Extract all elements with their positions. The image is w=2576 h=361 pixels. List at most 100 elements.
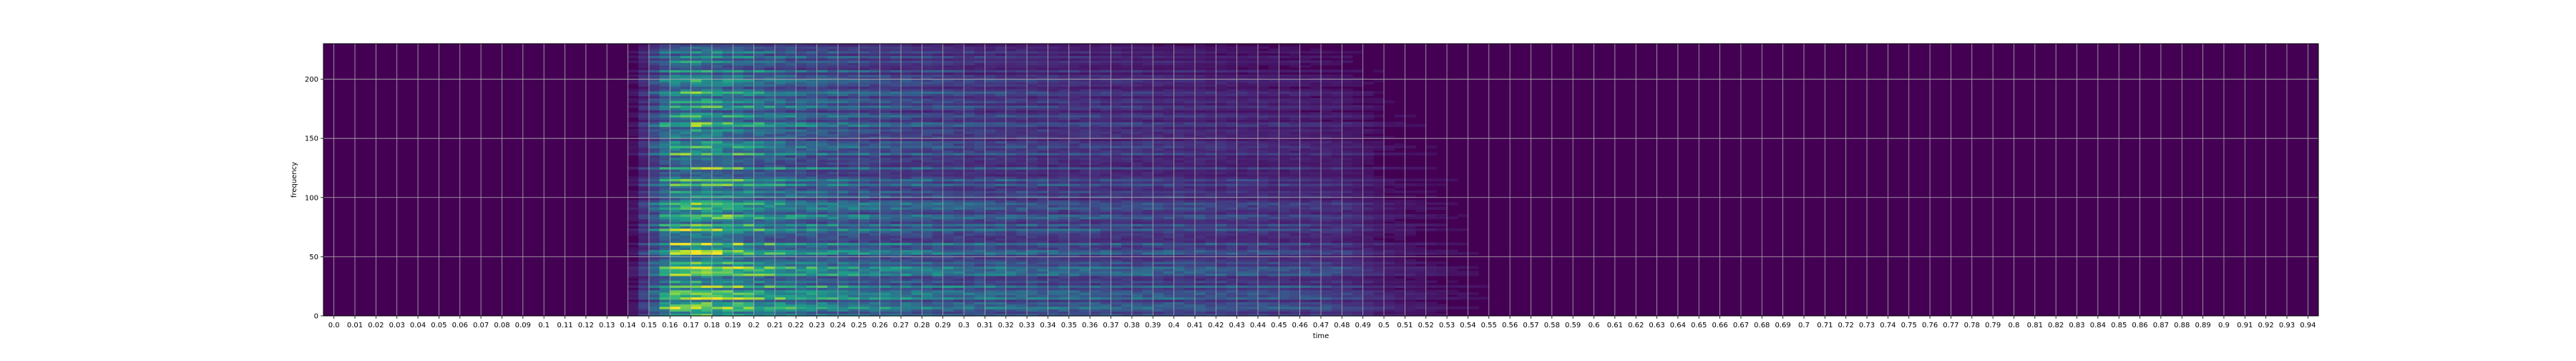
heatmap-cell: [901, 93, 912, 97]
heatmap-cell: [1037, 153, 1049, 155]
heatmap-cell: [628, 280, 639, 284]
heatmap-cell: [838, 62, 849, 66]
heatmap-cell: [879, 247, 891, 251]
heatmap-cell: [733, 117, 744, 120]
heatmap-cell: [974, 115, 986, 118]
heatmap-cell: [890, 166, 902, 170]
heatmap-cell: [711, 313, 723, 317]
heatmap-cell: [638, 202, 650, 206]
heatmap-cell: [1005, 233, 1018, 236]
heatmap-cell: [743, 140, 755, 144]
heatmap-cell: [628, 176, 639, 179]
heatmap-cell: [796, 242, 807, 246]
heatmap-cell: [838, 159, 849, 163]
heatmap-cell: [974, 81, 986, 85]
heatmap-cell: [838, 237, 849, 241]
heatmap-cell: [879, 299, 891, 302]
heatmap-cell: [995, 275, 1007, 279]
heatmap-cell: [691, 50, 702, 54]
heatmap-cell: [890, 256, 902, 260]
heatmap-cell: [816, 223, 828, 227]
heatmap-cell: [733, 53, 744, 57]
heatmap-cell: [648, 292, 660, 295]
heatmap-cell: [953, 148, 965, 151]
heatmap-cell: [1005, 311, 1018, 314]
heatmap-cell: [859, 100, 870, 104]
heatmap-cell: [1048, 287, 1059, 291]
heatmap-cell: [859, 264, 870, 267]
heatmap-cell: [1048, 306, 1059, 309]
heatmap-cell: [859, 57, 870, 61]
heatmap-cell: [879, 292, 891, 295]
heatmap-cell: [785, 247, 796, 251]
heatmap-cell: [722, 200, 733, 203]
heatmap-cell: [995, 126, 1007, 130]
heatmap-cell: [974, 209, 986, 213]
heatmap-cell: [1048, 95, 1059, 99]
heatmap-cell: [691, 180, 702, 184]
heatmap-cell: [953, 57, 965, 61]
heatmap-cell: [911, 204, 922, 208]
heatmap-cell: [764, 207, 776, 210]
heatmap-cell: [743, 81, 755, 85]
heatmap-cell: [816, 273, 828, 276]
heatmap-cell: [911, 264, 922, 267]
heatmap-cell: [1037, 268, 1049, 271]
heatmap-cell: [827, 122, 839, 125]
heatmap-cell: [796, 135, 807, 139]
heatmap-cell: [911, 77, 922, 80]
heatmap-cell: [985, 60, 996, 64]
heatmap-cell: [901, 91, 912, 94]
heatmap-cell: [890, 155, 902, 158]
heatmap-cell: [648, 202, 660, 206]
heatmap-cell: [911, 88, 922, 92]
heatmap-cell: [680, 209, 692, 213]
heatmap-cell: [922, 131, 933, 135]
heatmap-cell: [848, 138, 859, 142]
heatmap-cell: [628, 302, 639, 305]
heatmap-cell: [1048, 100, 1059, 104]
heatmap-cell: [995, 117, 1007, 120]
heatmap-cell: [1027, 256, 1038, 260]
heatmap-cell: [942, 157, 955, 160]
heatmap-cell: [733, 112, 744, 115]
heatmap-cell: [1027, 115, 1038, 118]
heatmap-cell: [901, 289, 912, 293]
heatmap-cell: [1068, 233, 1080, 236]
heatmap-cell: [1058, 311, 1070, 314]
heatmap-cell: [743, 117, 755, 120]
heatmap-cell: [796, 145, 807, 148]
heatmap-cell: [827, 50, 839, 54]
heatmap-cell: [816, 188, 828, 191]
heatmap-cell: [942, 235, 955, 239]
heatmap-cell: [816, 213, 828, 217]
heatmap-cell: [1068, 278, 1080, 281]
heatmap-cell: [753, 289, 765, 293]
heatmap-cell: [680, 280, 692, 284]
heatmap-cell: [648, 176, 660, 179]
heatmap-cell: [922, 138, 933, 142]
heatmap-cell: [922, 169, 933, 173]
heatmap-cell: [985, 292, 996, 295]
heatmap-cell: [1068, 67, 1080, 70]
heatmap-cell: [995, 77, 1007, 80]
heatmap-cell: [1079, 176, 1091, 179]
heatmap-cell: [743, 240, 755, 244]
heatmap-cell: [659, 235, 670, 239]
heatmap-cell: [1048, 273, 1059, 276]
heatmap-cell: [964, 306, 975, 309]
heatmap-cell: [964, 124, 975, 127]
heatmap-cell: [995, 190, 1007, 193]
heatmap-cell: [722, 237, 733, 241]
heatmap-cell: [838, 95, 849, 99]
heatmap-cell: [796, 171, 807, 175]
heatmap-cell: [995, 128, 1007, 132]
heatmap-cell: [827, 297, 839, 300]
heatmap-cell: [890, 254, 902, 257]
heatmap-cell: [964, 302, 975, 305]
heatmap-cell: [964, 79, 975, 82]
heatmap-cell: [1079, 200, 1091, 203]
heatmap-cell: [1027, 294, 1038, 298]
heatmap-cell: [806, 292, 818, 295]
heatmap-cell: [764, 244, 776, 248]
